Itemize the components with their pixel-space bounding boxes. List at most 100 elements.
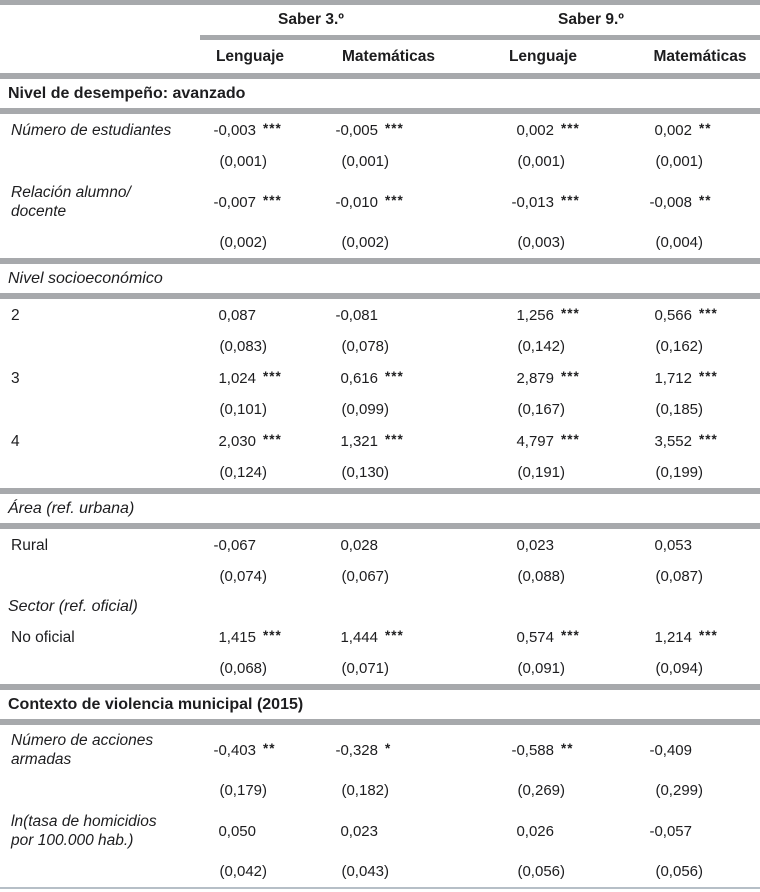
row-label: 4	[11, 432, 20, 450]
coefficient-value: -0,007	[213, 193, 256, 211]
significance-stars	[692, 529, 760, 561]
section-label: Contexto de violencia municipal (2015)	[8, 695, 304, 713]
standard-error-value: (0,074)	[219, 568, 267, 585]
section-row: Nivel de desempeño: avanzado	[0, 79, 760, 108]
significance-stars: ***	[554, 362, 598, 394]
section-rule-row	[0, 293, 760, 299]
row-label: 3	[11, 369, 20, 387]
standard-error-value: (0,269)	[517, 782, 565, 799]
standard-error-row: (0,002) (0,002) (0,003) (0,004)	[0, 227, 760, 258]
standard-error-value: (0,001)	[219, 153, 267, 170]
standard-error-row: (0,074) (0,067) (0,088) (0,087)	[0, 561, 760, 592]
stars-text: ***	[385, 431, 404, 447]
standard-error-row: (0,083) (0,078) (0,142) (0,162)	[0, 331, 760, 362]
variable-row: ln(tasa de homicidios por 100.000 hab.) 0…	[0, 806, 760, 856]
standard-error-value: (0,094)	[655, 660, 703, 677]
variable-row: 2 0,087 -0,081 1,256 *** 0,566 ***	[0, 299, 760, 331]
row-label-empty	[0, 394, 200, 425]
standard-error-value: (0,043)	[341, 863, 389, 880]
variable-row: Rural -0,067 0,028 0,023 0,053	[0, 529, 760, 561]
standard-error-value: (0,083)	[219, 338, 267, 355]
stars-text: ***	[561, 120, 580, 136]
section-rule	[0, 684, 760, 690]
corner-empty-cell	[0, 5, 200, 35]
stars-text: ***	[561, 305, 580, 321]
standard-error-value: (0,002)	[219, 234, 267, 251]
standard-error-value: (0,068)	[219, 660, 267, 677]
significance-stars: ***	[554, 299, 598, 331]
section-rule	[0, 523, 760, 529]
group-underline-row	[0, 35, 760, 40]
coefficient-value: 1,214	[654, 628, 692, 646]
section-row: Contexto de violencia municipal (2015)	[0, 690, 760, 719]
coefficient-value: 0,002	[654, 121, 692, 139]
coefficient-value: 0,028	[340, 536, 378, 554]
coefficient-value: 2,879	[516, 369, 554, 387]
stars-text: ***	[699, 431, 718, 447]
coefficient-value: 1,024	[218, 369, 256, 387]
coefficient-value: -0,403	[213, 741, 256, 759]
coefficient-value: 0,002	[516, 121, 554, 139]
coefficient-value: -0,067	[213, 536, 256, 554]
row-label: 2	[11, 306, 20, 324]
row-label-empty	[0, 146, 200, 177]
standard-error-value: (0,088)	[517, 568, 565, 585]
column-header-lenguaje-9: Lenguaje	[508, 47, 578, 65]
row-label-empty	[0, 856, 200, 887]
coefficient-value: 0,566	[654, 306, 692, 324]
stars-text: *	[385, 740, 392, 756]
stars-text: ***	[561, 368, 580, 384]
bottom-rule-row	[0, 887, 760, 889]
section-rule-row	[0, 258, 760, 264]
stars-text: ***	[385, 368, 404, 384]
row-label: No oficial	[11, 628, 75, 646]
coefficient-value: 1,444	[340, 628, 378, 646]
row-label-empty	[0, 457, 200, 488]
stars-text: **	[263, 740, 276, 756]
significance-stars	[256, 529, 300, 561]
standard-error-value: (0,001)	[517, 153, 565, 170]
section-rule-row	[0, 488, 760, 494]
subheader-empty-cell	[0, 40, 200, 73]
standard-error-value: (0,179)	[219, 782, 267, 799]
significance-stars: ***	[692, 299, 760, 331]
stars-text: ***	[263, 120, 282, 136]
column-header-lenguaje-3: Lenguaje	[215, 47, 285, 65]
standard-error-value: (0,087)	[655, 568, 703, 585]
stars-text: ***	[263, 431, 282, 447]
section-row: Nivel socioeconómico	[0, 264, 760, 293]
significance-stars: ***	[692, 425, 760, 457]
coefficient-value: 0,053	[654, 536, 692, 554]
significance-stars	[692, 806, 760, 856]
significance-stars	[378, 529, 422, 561]
section-label: Nivel de desempeño: avanzado	[8, 84, 246, 102]
standard-error-value: (0,004)	[655, 234, 703, 251]
coefficient-value: 1,256	[516, 306, 554, 324]
coefficient-value: 0,050	[218, 822, 256, 840]
standard-error-value: (0,091)	[517, 660, 565, 677]
stars-text: ***	[385, 192, 404, 208]
section-rule	[0, 488, 760, 494]
significance-stars	[554, 529, 598, 561]
bottom-rule	[0, 887, 760, 889]
section-rule	[0, 108, 760, 114]
standard-error-value: (0,162)	[655, 338, 703, 355]
section-rule-row	[0, 719, 760, 725]
variable-row: Número de estudiantes -0,003 *** -0,005 *** 0…	[0, 114, 760, 146]
column-header-matematicas-9: Matemáticas	[653, 47, 747, 65]
stars-text: ***	[561, 627, 580, 643]
coefficient-value: -0,010	[335, 193, 378, 211]
standard-error-value: (0,124)	[219, 464, 267, 481]
section-rule	[0, 719, 760, 725]
row-label-empty	[0, 227, 200, 258]
coefficient-value: 0,574	[516, 628, 554, 646]
row-label-empty	[0, 775, 200, 806]
standard-error-value: (0,042)	[219, 863, 267, 880]
significance-stars: ***	[378, 362, 422, 394]
significance-stars	[256, 299, 300, 331]
significance-stars	[554, 806, 598, 856]
section-rule	[0, 293, 760, 299]
coefficient-value: -0,328	[335, 741, 378, 759]
section-rule	[0, 73, 760, 79]
significance-stars: **	[554, 725, 598, 775]
